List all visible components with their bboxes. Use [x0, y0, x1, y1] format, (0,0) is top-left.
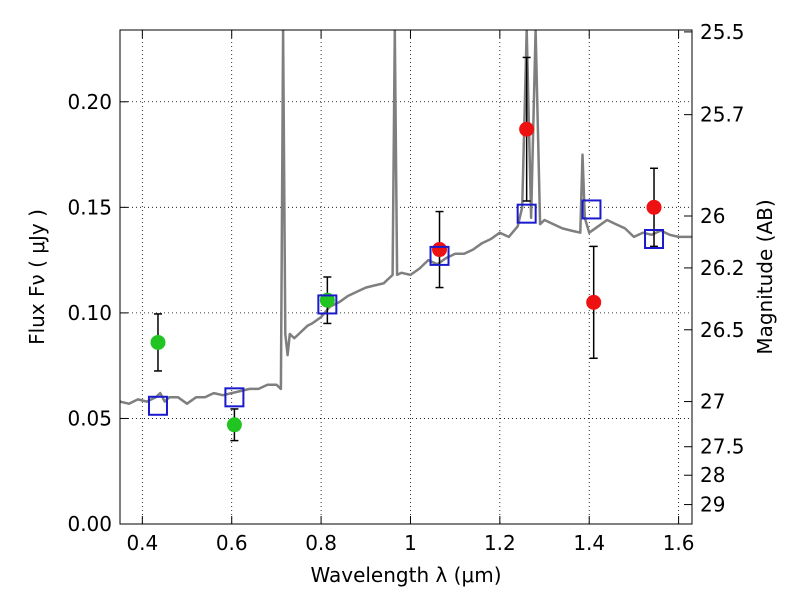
model-point: [317, 294, 338, 315]
right-tick-label: 29: [700, 493, 725, 517]
plot-frame: [119, 29, 693, 525]
model-point: [429, 245, 450, 266]
right-tick-label: 25.7: [700, 103, 745, 127]
right-tick-label: 25.5: [700, 20, 745, 44]
right-tick-label: 26: [700, 204, 725, 228]
ticks: [120, 30, 692, 525]
x-tick-label: 1: [404, 531, 417, 555]
data-markers: [147, 121, 665, 433]
right-tick-label: 27.5: [700, 435, 745, 459]
spectrum-line: [120, 30, 692, 405]
x-tick-label: 1.2: [484, 531, 516, 555]
right-tick-label: 26.2: [700, 256, 745, 280]
model-point: [644, 229, 665, 249]
grid-lines: [120, 30, 692, 524]
right-axis-label: Magnitude (AB): [753, 199, 777, 354]
data-point: [432, 242, 448, 258]
model-point: [581, 199, 602, 220]
right-tick-label: 26.5: [700, 318, 745, 342]
data-point: [226, 417, 242, 433]
x-tick-label: 0.6: [216, 531, 248, 555]
x-tick-label: 1.6: [663, 531, 695, 555]
data-point: [319, 292, 335, 308]
y-tick-label: 0.00: [67, 512, 112, 536]
y-tick-label: 0.20: [67, 90, 112, 114]
data-point: [150, 334, 166, 350]
y-tick-label: 0.10: [67, 301, 112, 325]
y-axis-label: Flux Fν ( μJy ): [25, 209, 49, 345]
model-point: [147, 395, 168, 416]
x-tick-label: 0.8: [305, 531, 337, 555]
data-point: [519, 121, 535, 137]
y-tick-label: 0.15: [67, 195, 112, 219]
model-point: [224, 387, 245, 408]
model-point: [516, 203, 537, 224]
tick-labels: 0.4 0.6 0.8 1 1.2 1.4 1.6 0.00 0.05 0.10 0.15 0.20 2…: [67, 20, 744, 555]
right-tick-label: 28: [700, 463, 725, 487]
spectrum-layer: [120, 30, 692, 405]
data-point: [646, 199, 662, 215]
right-tick-label: 27: [700, 390, 725, 414]
x-tick-label: 1.4: [573, 531, 605, 555]
y-tick-label: 0.05: [67, 406, 112, 430]
data-point: [586, 294, 602, 310]
error-bars: [153, 56, 659, 442]
x-tick-label: 0.4: [126, 531, 158, 555]
x-axis-label: Wavelength λ (μm): [310, 563, 501, 587]
